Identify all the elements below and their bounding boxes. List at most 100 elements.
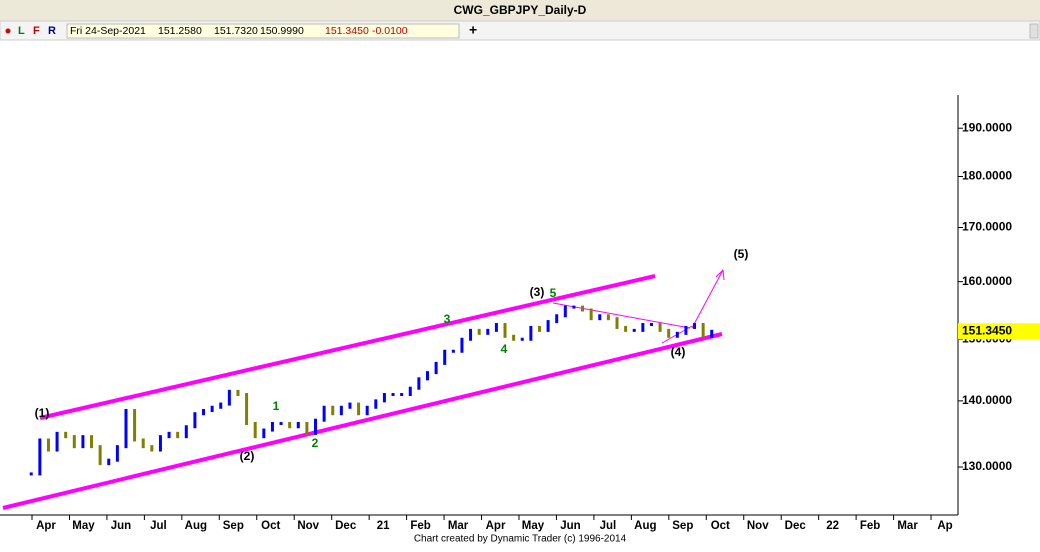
price-bar xyxy=(546,320,550,332)
price-bar xyxy=(641,323,645,332)
x-tick-label: Feb xyxy=(410,520,430,532)
x-tick-label: Dec xyxy=(785,520,807,532)
last-price-box xyxy=(958,323,1040,340)
x-tick-label: Ap xyxy=(937,520,952,532)
y-tick-label: 180.0000 xyxy=(962,169,1012,183)
x-tick-label: Feb xyxy=(860,520,880,532)
price-bar xyxy=(374,399,378,409)
price-bar xyxy=(667,328,671,338)
price-bar xyxy=(675,331,679,338)
price-bar xyxy=(167,431,171,439)
price-bar xyxy=(176,431,180,439)
y-tick-label: 130.0000 xyxy=(962,459,1012,473)
add-button[interactable]: + xyxy=(469,22,477,38)
price-bar xyxy=(632,328,636,332)
price-bar xyxy=(443,349,447,365)
price-bar xyxy=(693,323,697,329)
y-tick-label: 190.0000 xyxy=(962,120,1012,134)
price-bar xyxy=(270,421,274,432)
x-tick-label: Mar xyxy=(897,520,918,532)
x-tick-label: Oct xyxy=(711,520,730,532)
price-bar xyxy=(658,323,662,332)
price-bar xyxy=(477,328,481,335)
price-bar xyxy=(425,371,429,381)
price-bar xyxy=(598,314,602,321)
info-field: 151.3450 xyxy=(325,25,369,37)
channel-upper xyxy=(39,274,656,420)
info-field: Fri 24-Sep-2021 xyxy=(70,25,146,37)
x-tick-label: Mar xyxy=(448,520,469,532)
info-field: -0.0100 xyxy=(372,25,408,37)
price-bar xyxy=(236,389,240,397)
y-tick-label: 170.0000 xyxy=(962,220,1012,234)
wave-label: (4) xyxy=(671,345,686,359)
record-dot[interactable] xyxy=(5,28,11,34)
price-bar xyxy=(288,421,292,429)
price-bar xyxy=(417,377,421,390)
price-bar xyxy=(210,405,214,412)
price-bar xyxy=(279,421,283,425)
price-bar xyxy=(434,361,438,375)
price-bar xyxy=(408,386,412,397)
title-bar xyxy=(0,0,1040,21)
price-bar xyxy=(193,412,197,429)
price-bar xyxy=(305,421,309,435)
price-bar xyxy=(701,323,705,338)
price-bar xyxy=(357,402,361,416)
price-bar xyxy=(331,405,335,416)
x-tick-label: Sep xyxy=(672,520,693,532)
price-bar xyxy=(141,438,145,449)
price-bar xyxy=(684,325,688,335)
price-bar xyxy=(158,435,162,452)
price-bar xyxy=(107,458,111,466)
price-bar xyxy=(245,393,249,425)
price-bar xyxy=(133,408,137,442)
price-bar xyxy=(115,445,119,462)
price-bar xyxy=(202,408,206,416)
info-box xyxy=(66,23,460,39)
price-bar xyxy=(529,325,533,341)
scroll-box[interactable] xyxy=(1029,23,1039,39)
price-bar xyxy=(520,337,524,341)
x-tick-label: May xyxy=(522,520,545,532)
x-tick-label: Nov xyxy=(297,520,319,532)
x-tick-label: 21 xyxy=(377,520,390,532)
arrow-head xyxy=(715,269,725,281)
price-bar xyxy=(55,431,59,452)
price-bar xyxy=(460,337,464,353)
info-field: 150.9990 xyxy=(260,25,304,37)
projection-arrow xyxy=(691,269,724,329)
x-tick-label: Jun xyxy=(111,520,131,532)
price-bar xyxy=(124,408,128,449)
price-bar xyxy=(451,349,455,353)
wave-label: 4 xyxy=(501,342,508,356)
wave-label: (3) xyxy=(530,285,545,299)
toolbar-button[interactable]: F xyxy=(33,25,40,37)
price-bar xyxy=(64,431,68,439)
toolbar-button[interactable]: L xyxy=(18,25,25,37)
x-tick-label: Nov xyxy=(747,520,769,532)
price-bar xyxy=(90,435,94,449)
info-field: 151.7320 xyxy=(214,25,258,37)
price-bar xyxy=(391,393,395,397)
price-bar xyxy=(29,472,33,476)
price-bar xyxy=(296,421,300,429)
x-tick-label: Apr xyxy=(36,520,56,532)
price-bar xyxy=(400,393,404,397)
x-tick-label: Sep xyxy=(223,520,244,532)
x-tick-label: Aug xyxy=(634,520,656,532)
x-tick-label: Jun xyxy=(560,520,580,532)
price-bar xyxy=(572,305,576,309)
footer: Chart created by Dynamic Trader (c) 1996… xyxy=(414,534,627,545)
price-bar xyxy=(314,418,318,435)
toolbar-button[interactable]: R xyxy=(48,25,56,37)
price-bar xyxy=(382,393,386,403)
price-bar xyxy=(512,334,516,341)
price-bar xyxy=(184,425,188,439)
price-bar xyxy=(469,328,473,341)
price-bar xyxy=(262,428,266,439)
wave-label: 5 xyxy=(550,286,557,300)
x-tick-label: Jul xyxy=(150,520,167,532)
wave-label: 1 xyxy=(273,399,280,413)
